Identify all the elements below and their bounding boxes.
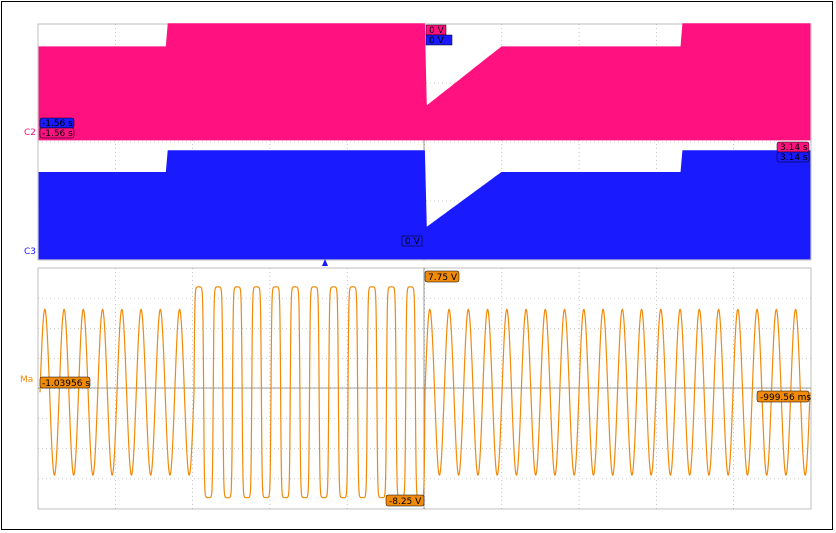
svg-text:7.75 V: 7.75 V [428, 273, 458, 283]
c3-trace [38, 150, 811, 260]
svg-text:-8.25 V: -8.25 V [389, 497, 422, 507]
c3-left-marker: -1.56 s [39, 117, 75, 129]
c3-right-marker: 3.14 s [776, 151, 810, 163]
top-panel [37, 23, 812, 261]
svg-text:-1.56 s: -1.56 s [42, 129, 73, 139]
c2-left-marker: -1.56 s [39, 127, 75, 139]
c3-channel-label: C3 [24, 247, 36, 257]
math-top-marker: 7.75 V [424, 270, 460, 283]
svg-text:-999.56 ms: -999.56 ms [760, 393, 811, 403]
svg-text:-1.56 s: -1.56 s [42, 119, 73, 129]
c3-bottom-marker: 0 V [401, 235, 423, 247]
svg-text:0 V: 0 V [429, 36, 445, 46]
svg-text:3.14 s: 3.14 s [780, 153, 808, 163]
math-waveform-line [39, 286, 811, 499]
c2-level-marker: 0 V [425, 24, 447, 36]
c2-channel-label: C2 [24, 128, 36, 138]
c3-level-marker: 0 V [425, 34, 453, 46]
math-left-marker: -1.03956 s [39, 376, 90, 389]
math-bottom-marker: -8.25 V [385, 494, 425, 507]
math-channel-label: Ma [20, 375, 33, 385]
c2-trace [38, 23, 811, 141]
svg-text:0 V: 0 V [405, 237, 421, 247]
svg-text:0 V: 0 V [429, 26, 445, 36]
c2-right-marker: 3.14 s [776, 141, 810, 153]
math-right-marker: -999.56 ms [756, 390, 811, 403]
svg-text:3.14 s: 3.14 s [780, 143, 808, 153]
svg-text:-1.03956 s: -1.03956 s [42, 379, 90, 389]
math-trace [39, 286, 811, 499]
trigger-position-icon [322, 259, 328, 266]
c3-waveform-area [38, 150, 811, 260]
c2-waveform-area [38, 23, 811, 141]
bottom-panel [37, 267, 812, 510]
